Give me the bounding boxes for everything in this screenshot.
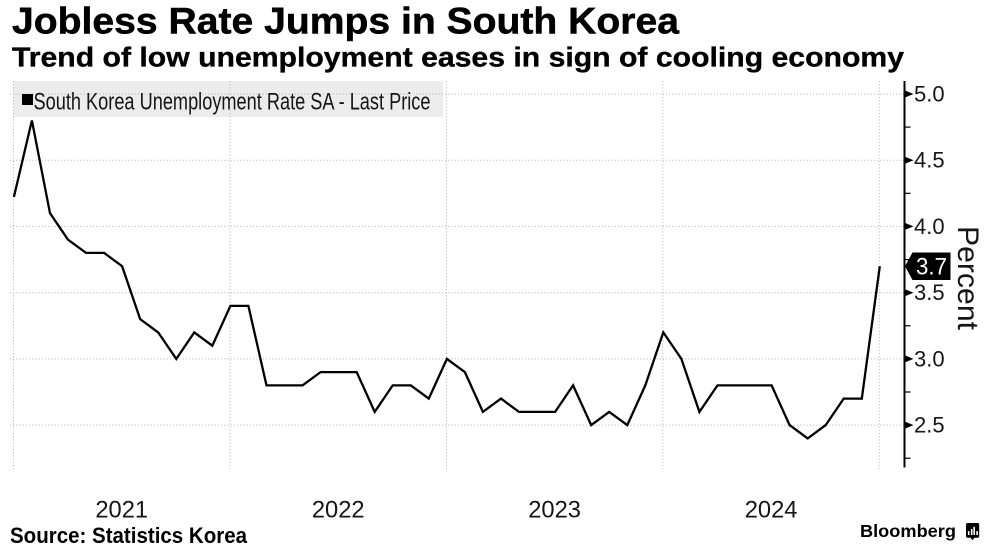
svg-text:2022: 2022 xyxy=(312,498,365,524)
svg-text:4.5: 4.5 xyxy=(914,148,945,173)
svg-text:4.0: 4.0 xyxy=(914,214,945,239)
svg-text:2.5: 2.5 xyxy=(914,413,945,438)
svg-text:Trend of low unemployment ease: Trend of low unemployment eases in sign … xyxy=(12,42,904,73)
svg-text:3.7: 3.7 xyxy=(916,254,947,281)
svg-text:Jobless Rate Jumps in South Ko: Jobless Rate Jumps in South Korea xyxy=(12,1,679,42)
svg-text:2023: 2023 xyxy=(528,498,581,524)
svg-text:2021: 2021 xyxy=(95,498,148,524)
svg-text:5.0: 5.0 xyxy=(914,82,945,107)
svg-text:Bloomberg: Bloomberg xyxy=(860,521,956,541)
svg-text:3.5: 3.5 xyxy=(914,280,945,305)
svg-text:Percent: Percent xyxy=(951,226,984,331)
svg-text:Source: Statistics Korea: Source: Statistics Korea xyxy=(10,523,248,548)
svg-text:3.0: 3.0 xyxy=(914,346,945,371)
svg-text:2024: 2024 xyxy=(745,498,798,524)
svg-text:South Korea Unemployment Rate: South Korea Unemployment Rate SA - Last … xyxy=(34,89,431,116)
